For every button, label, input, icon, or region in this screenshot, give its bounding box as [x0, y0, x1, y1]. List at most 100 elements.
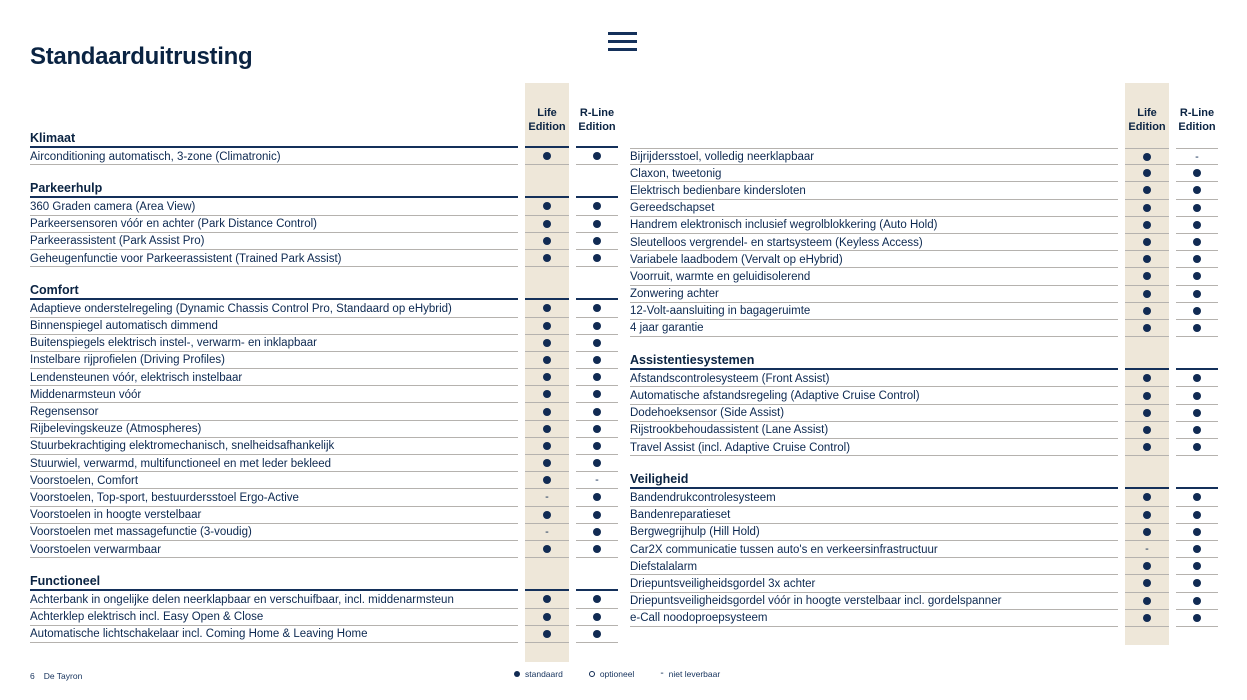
header-life-cell: [525, 131, 569, 148]
marker-cell-life-edition: [1125, 320, 1169, 338]
marker-cell-rline-edition: [576, 626, 618, 643]
standard-dot-icon: [593, 407, 601, 416]
feature-row: Achterklep elektrisch incl. Easy Open & …: [30, 609, 618, 626]
marker-cell-rline-edition: [1176, 575, 1218, 593]
feature-label: Dodehoeksensor (Side Assist): [630, 405, 1118, 422]
standard-dot-icon: [593, 152, 601, 161]
standard-dot-icon: [543, 304, 551, 313]
marker-cell-life-edition: [1125, 422, 1169, 439]
legend-label: niet leverbaar: [668, 669, 721, 679]
standard-dot-icon: [1193, 579, 1201, 588]
feature-row: e-Call noodoproepsysteem: [630, 610, 1218, 627]
standard-dot-icon: [1193, 220, 1201, 229]
standard-dot-icon: [593, 338, 601, 347]
marker-cell-life-edition: [525, 352, 569, 370]
marker-cell-life-edition: [1125, 217, 1169, 234]
legend: standaard optioneel - niet leverbaar: [514, 669, 720, 679]
feature-label: Achterbank in ongelijke delen neerklapba…: [30, 591, 518, 609]
standard-dot-icon: [1143, 323, 1151, 332]
feature-label: Car2X communicatie tussen auto's en verk…: [630, 541, 1118, 559]
header-rline-cell: [576, 574, 618, 592]
feature-row: Parkeersensoren vóór en achter (Park Dis…: [30, 216, 618, 233]
feature-row: Claxon, tweetonig: [630, 165, 1218, 183]
hamburger-menu-icon[interactable]: [608, 32, 637, 51]
standard-dot-icon: [593, 527, 601, 536]
marker-cell-rline-edition: [1176, 217, 1218, 234]
marker-cell-life-edition: [525, 438, 569, 455]
feature-label: Handrem elektronisch inclusief wegrolblo…: [630, 217, 1118, 234]
marker-cell-rline-edition: [576, 369, 618, 387]
marker-cell-rline-edition: [576, 541, 618, 559]
table-section: Veiligheid Bandendrukcontrolesysteem Bande…: [630, 472, 1218, 627]
standard-dot-icon: [543, 355, 551, 364]
standard-dot-icon: [593, 202, 601, 211]
marker-cell-rline-edition: [1176, 610, 1218, 627]
feature-row: Airconditioning automatisch, 3-zone (Cli…: [30, 148, 618, 166]
standard-dot-icon: [1193, 510, 1201, 519]
marker-cell-life-edition: [525, 403, 569, 421]
page-number: 6: [30, 671, 35, 681]
marker-cell-rline-edition: [576, 318, 618, 335]
optional-circle-icon: [588, 671, 595, 677]
marker-cell-rline-edition: -: [576, 472, 618, 490]
standard-dot-icon: [543, 254, 551, 263]
standard-dot-icon: [1143, 493, 1151, 502]
standard-dot-icon: [1193, 238, 1201, 247]
standard-dot-icon: [1193, 255, 1201, 264]
feature-label: Elektrisch bedienbare kindersloten: [630, 182, 1118, 200]
standard-dot-icon: [1143, 391, 1151, 400]
feature-row: Geheugenfunctie voor Parkeerassistent (T…: [30, 250, 618, 268]
standard-dot-icon: [1143, 255, 1151, 264]
feature-label: 4 jaar garantie: [630, 320, 1118, 338]
marker-cell-life-edition: -: [525, 524, 569, 541]
feature-label: Travel Assist (incl. Adaptive Cruise Con…: [630, 439, 1118, 457]
hamburger-bar: [608, 48, 637, 51]
feature-row: Rijbelevingskeuze (Atmospheres): [30, 421, 618, 438]
marker-cell-life-edition: [1125, 387, 1169, 405]
feature-label: Bijrijdersstoel, volledig neerklapbaar: [630, 148, 1118, 166]
marker-cell-rline-edition: [1176, 387, 1218, 405]
marker-cell-life-edition: [525, 198, 569, 216]
feature-row: Voorstoelen met massagefunctie (3-voudig…: [30, 524, 618, 541]
feature-label: Stuurwiel, verwarmd, multifunctioneel en…: [30, 455, 518, 473]
feature-row: Dodehoeksensor (Side Assist): [630, 405, 1218, 422]
marker-cell-life-edition: [525, 626, 569, 643]
marker-cell-life-edition: [525, 148, 569, 166]
standard-dot-icon: [1143, 289, 1151, 298]
marker-cell-life-edition: [1125, 524, 1169, 541]
marker-cell-rline-edition: [576, 591, 618, 609]
feature-row: Adaptieve onderstelregeling (Dynamic Cha…: [30, 300, 618, 318]
standard-dot-icon: [1143, 374, 1151, 383]
standard-dot-icon: [1143, 186, 1151, 195]
column-header-rline-edition: R-Line Edition: [1178, 107, 1216, 133]
header-life-cell: [1125, 353, 1169, 371]
feature-row: 12-Volt-aansluiting in bagageruimte: [630, 303, 1218, 320]
marker-cell-rline-edition: [576, 352, 618, 370]
marker-cell-rline-edition: [576, 300, 618, 318]
marker-cell-rline-edition: [1176, 507, 1218, 524]
feature-row: Middenarmsteun vóór: [30, 386, 618, 404]
marker-cell-rline-edition: [1176, 251, 1218, 269]
feature-label: Driepuntsveiligheidsgordel 3x achter: [630, 575, 1118, 593]
legend-label: optioneel: [599, 669, 635, 679]
table-section: Comfort Adaptieve onderstelregeling (Dyna…: [30, 283, 618, 559]
section-header-row: Parkeerhulp: [30, 181, 618, 199]
table-section: Klimaat Airconditioning automatisch, 3-zo…: [30, 131, 618, 166]
feature-row: Voorstoelen in hoogte verstelbaar: [30, 507, 618, 524]
marker-cell-life-edition: [1125, 251, 1169, 269]
marker-cell-life-edition: [525, 455, 569, 473]
feature-label: Parkeerassistent (Park Assist Pro): [30, 233, 518, 250]
standard-dot-icon: [543, 424, 551, 433]
feature-label: Middenarmsteun vóór: [30, 386, 518, 404]
standard-dot-icon: [543, 441, 551, 450]
marker-cell-life-edition: [1125, 507, 1169, 524]
standard-dot-icon: [1193, 596, 1201, 605]
marker-cell-life-edition: [525, 318, 569, 335]
feature-label: Bandendrukcontrolesysteem: [630, 489, 1118, 507]
feature-row: 4 jaar garantie: [630, 320, 1218, 338]
standard-dot-icon: [1143, 169, 1151, 178]
section-title: Parkeerhulp: [30, 181, 518, 199]
standard-dot-icon: [1193, 374, 1201, 383]
feature-row: Achterbank in ongelijke delen neerklapba…: [30, 591, 618, 609]
standard-dot-icon: [1143, 562, 1151, 571]
